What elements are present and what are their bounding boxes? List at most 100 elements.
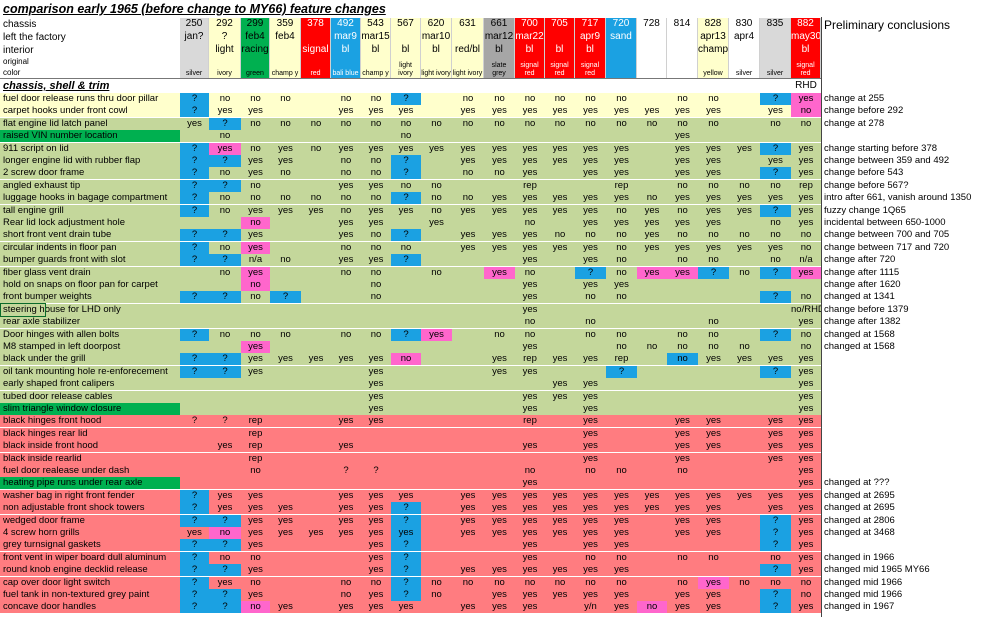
feature-cell[interactable]: yes	[515, 489, 545, 502]
feature-cell[interactable]: yes	[484, 601, 515, 614]
feature-cell[interactable]: yes	[391, 489, 421, 502]
feature-cell[interactable]: yes	[452, 229, 484, 242]
feature-cell[interactable]	[421, 539, 452, 552]
feature-cell[interactable]: ?	[209, 564, 241, 577]
feature-cell[interactable]: ?	[760, 514, 791, 527]
feature-cell[interactable]: yes	[791, 502, 821, 515]
feature-cell[interactable]	[452, 341, 484, 353]
feature-label[interactable]: 911 script on lid	[0, 142, 180, 155]
feature-cell[interactable]	[452, 390, 484, 403]
feature-label[interactable]: 2 screw door frame	[0, 167, 180, 180]
feature-cell[interactable]	[301, 390, 331, 403]
feature-cell[interactable]: yes	[515, 241, 545, 254]
feature-cell[interactable]	[421, 527, 452, 539]
feature-cell[interactable]	[301, 254, 331, 267]
feature-cell[interactable]	[484, 378, 515, 391]
conclusion-note[interactable]: changed at 2806	[824, 514, 895, 526]
feature-cell[interactable]: no	[361, 328, 391, 341]
feature-cell[interactable]: yes	[241, 155, 270, 167]
feature-cell[interactable]: yes	[667, 589, 698, 601]
feature-cell[interactable]: no	[331, 204, 361, 217]
feature-cell[interactable]	[209, 427, 241, 440]
feature-cell[interactable]: yes	[545, 105, 575, 118]
feature-cell[interactable]	[698, 403, 729, 415]
feature-cell[interactable]: no	[209, 204, 241, 217]
feature-cell[interactable]: no	[606, 204, 637, 217]
feature-cell[interactable]: yes	[545, 390, 575, 403]
feature-cell[interactable]: no	[606, 241, 637, 254]
feature-cell[interactable]: yes	[545, 353, 575, 366]
feature-label[interactable]: longer engine lid with rubber flap	[0, 155, 180, 167]
feature-cell[interactable]: yes	[452, 514, 484, 527]
feature-cell[interactable]: ?	[760, 365, 791, 378]
feature-cell[interactable]	[421, 601, 452, 614]
feature-cell[interactable]: no	[515, 576, 545, 589]
feature-cell[interactable]: yes	[575, 527, 606, 539]
feature-cell[interactable]	[301, 365, 331, 378]
feature-cell[interactable]	[180, 465, 209, 477]
feature-cell[interactable]: yes	[452, 489, 484, 502]
feature-cell[interactable]: no	[791, 576, 821, 589]
feature-cell[interactable]: yes	[575, 415, 606, 428]
feature-cell[interactable]	[545, 130, 575, 143]
feature-cell[interactable]: no	[421, 192, 452, 205]
feature-cell[interactable]	[301, 303, 331, 316]
feature-cell[interactable]: no	[637, 601, 667, 614]
feature-cell[interactable]	[421, 130, 452, 143]
feature-cell[interactable]: yes	[575, 403, 606, 415]
feature-cell[interactable]: no	[575, 229, 606, 242]
feature-cell[interactable]: yes	[760, 440, 791, 453]
feature-cell[interactable]: ?	[180, 502, 209, 515]
feature-cell[interactable]: yes	[241, 365, 270, 378]
feature-cell[interactable]: ?	[391, 93, 421, 105]
feature-cell[interactable]	[331, 539, 361, 552]
feature-cell[interactable]: ?	[180, 179, 209, 192]
feature-cell[interactable]: no	[698, 551, 729, 564]
feature-cell[interactable]	[698, 130, 729, 143]
feature-cell[interactable]: yes	[791, 192, 821, 205]
feature-cell[interactable]	[180, 279, 209, 291]
feature-cell[interactable]	[301, 440, 331, 453]
feature-cell[interactable]	[667, 564, 698, 577]
feature-cell[interactable]	[241, 303, 270, 316]
feature-cell[interactable]	[452, 217, 484, 229]
feature-cell[interactable]: no	[698, 316, 729, 329]
feature-cell[interactable]	[270, 303, 301, 316]
feature-label[interactable]: 4 screw horn grills	[0, 527, 180, 539]
feature-cell[interactable]: yes	[515, 167, 545, 180]
feature-cell[interactable]: no	[606, 341, 637, 353]
feature-cell[interactable]: yes	[421, 142, 452, 155]
feature-cell[interactable]: yes	[301, 527, 331, 539]
feature-cell[interactable]: yes	[331, 514, 361, 527]
feature-cell[interactable]: yes	[361, 502, 391, 515]
feature-cell[interactable]: no	[452, 192, 484, 205]
feature-cell[interactable]	[209, 403, 241, 415]
feature-cell[interactable]: yes	[575, 564, 606, 577]
feature-cell[interactable]	[421, 514, 452, 527]
feature-cell[interactable]: yes	[301, 353, 331, 366]
feature-cell[interactable]: yes	[667, 427, 698, 440]
feature-cell[interactable]: ?	[760, 204, 791, 217]
feature-label[interactable]: front bumper weights	[0, 291, 180, 304]
feature-cell[interactable]: no	[421, 204, 452, 217]
feature-cell[interactable]	[421, 229, 452, 242]
feature-cell[interactable]: ?	[760, 93, 791, 105]
feature-cell[interactable]: yes	[241, 167, 270, 180]
feature-cell[interactable]: yes	[241, 241, 270, 254]
feature-cell[interactable]: yes	[545, 527, 575, 539]
feature-cell[interactable]	[241, 403, 270, 415]
feature-cell[interactable]: ?	[760, 589, 791, 601]
feature-cell[interactable]	[637, 179, 667, 192]
feature-cell[interactable]: no	[637, 117, 667, 130]
feature-cell[interactable]	[421, 452, 452, 465]
feature-cell[interactable]	[301, 105, 331, 118]
feature-cell[interactable]: yes	[637, 266, 667, 279]
feature-cell[interactable]	[760, 465, 791, 477]
feature-cell[interactable]	[667, 291, 698, 304]
feature-label[interactable]: cap over door light switch	[0, 576, 180, 589]
feature-cell[interactable]: yes	[667, 241, 698, 254]
feature-cell[interactable]: yes	[361, 390, 391, 403]
feature-cell[interactable]: yes	[515, 279, 545, 291]
feature-cell[interactable]	[545, 303, 575, 316]
feature-cell[interactable]	[331, 390, 361, 403]
